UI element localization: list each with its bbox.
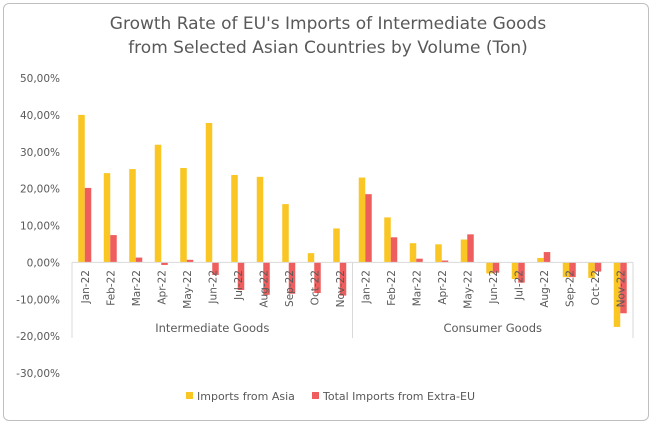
y-tick-label: -10,00% bbox=[16, 294, 60, 306]
x-tick-label: Jan-22 bbox=[360, 270, 372, 304]
bar-extra-eu bbox=[135, 257, 143, 263]
x-tick-label: Feb-22 bbox=[386, 270, 398, 306]
chart-title: Growth Rate of EU's Imports of Intermedi… bbox=[0, 12, 656, 60]
x-tick-label: Apr-22 bbox=[437, 270, 449, 305]
x-tick-label: Oct-22 bbox=[590, 270, 602, 305]
legend-swatch-extra-eu bbox=[312, 392, 319, 399]
x-tick-label: May-22 bbox=[462, 270, 474, 309]
group-label: Intermediate Goods bbox=[155, 321, 269, 335]
x-tick-label: Apr-22 bbox=[156, 270, 168, 305]
bar-asia bbox=[358, 177, 366, 263]
bar-asia bbox=[282, 204, 289, 263]
x-tick-label: Jun-22 bbox=[207, 270, 219, 305]
x-tick-label: Sep-22 bbox=[564, 270, 576, 307]
x-tick-label: Aug-22 bbox=[539, 270, 551, 308]
bar-extra-eu bbox=[594, 262, 602, 272]
bar-extra-eu bbox=[441, 260, 449, 263]
bar-extra-eu bbox=[263, 262, 270, 295]
bar-asia bbox=[613, 262, 621, 327]
x-tick-label: Nov-22 bbox=[615, 270, 627, 307]
x-tick-label: Jul-22 bbox=[513, 270, 525, 301]
x-tick-label: Jul-22 bbox=[233, 270, 245, 301]
chart-frame bbox=[3, 3, 649, 421]
bar-asia bbox=[511, 262, 519, 279]
bar-extra-eu bbox=[390, 237, 398, 263]
bar-asia bbox=[486, 262, 493, 274]
bar-asia bbox=[78, 114, 85, 263]
bar-asia bbox=[205, 122, 213, 263]
bar-extra-eu bbox=[237, 262, 245, 291]
y-tick-label: -20,00% bbox=[16, 331, 60, 343]
bar-asia bbox=[231, 174, 238, 263]
y-tick-label: 20,00% bbox=[20, 184, 60, 196]
x-tick-label: Aug-22 bbox=[258, 270, 270, 308]
bar-asia bbox=[384, 217, 391, 263]
bar-extra-eu bbox=[620, 262, 627, 314]
bar-extra-eu bbox=[467, 234, 474, 263]
bar-asia bbox=[333, 228, 340, 263]
bar-asia bbox=[307, 253, 315, 263]
bar-asia bbox=[154, 144, 162, 263]
y-tick-label: 0,00% bbox=[27, 257, 60, 269]
bar-extra-eu bbox=[365, 194, 372, 263]
bar-extra-eu bbox=[110, 235, 117, 263]
chart-title-line-1: Growth Rate of EU's Imports of Intermedi… bbox=[109, 14, 547, 34]
y-tick-label: 50,00% bbox=[20, 73, 60, 85]
chart-title-line-2: from Selected Asian Countries by Volume … bbox=[128, 38, 528, 58]
bar-asia bbox=[129, 169, 136, 263]
x-tick-label: May-22 bbox=[182, 270, 194, 309]
x-tick-label: Oct-22 bbox=[309, 270, 321, 305]
bar-asia bbox=[180, 167, 187, 263]
bar-extra-eu bbox=[288, 262, 296, 294]
bar-extra-eu bbox=[518, 262, 525, 283]
bar-extra-eu bbox=[339, 262, 347, 296]
legend-label-asia: Imports from Asia bbox=[197, 390, 295, 403]
bar-asia bbox=[588, 262, 595, 278]
bar-asia bbox=[435, 244, 442, 263]
bar-extra-eu bbox=[543, 252, 551, 263]
bar-extra-eu bbox=[492, 262, 500, 273]
bar-extra-eu bbox=[161, 262, 168, 265]
bar-extra-eu bbox=[314, 262, 321, 293]
group-label: Consumer Goods bbox=[443, 321, 542, 335]
x-tick-label: Nov-22 bbox=[335, 270, 347, 307]
bar-extra-eu bbox=[416, 258, 423, 263]
bar-asia bbox=[256, 176, 264, 263]
bar-extra-eu bbox=[84, 187, 92, 263]
x-tick-label: Jun-22 bbox=[488, 270, 500, 305]
bar-extra-eu bbox=[569, 262, 576, 278]
y-tick-label: 30,00% bbox=[20, 147, 60, 159]
x-tick-label: Feb-22 bbox=[105, 270, 117, 306]
x-tick-label: Jan-22 bbox=[80, 270, 92, 304]
legend-label-extra-eu: Total Imports from Extra-EU bbox=[322, 390, 475, 403]
y-tick-label: -30,00% bbox=[16, 368, 60, 380]
bar-extra-eu bbox=[186, 259, 194, 263]
y-tick-label: 40,00% bbox=[20, 110, 60, 122]
bar-asia bbox=[409, 243, 417, 263]
bar-asia bbox=[537, 257, 544, 263]
bar-extra-eu bbox=[212, 262, 219, 275]
bar-asia bbox=[103, 173, 111, 263]
bar-asia bbox=[562, 262, 570, 278]
bar-asia bbox=[460, 239, 468, 263]
x-tick-label: Mar-22 bbox=[131, 270, 143, 306]
x-tick-label: Sep-22 bbox=[284, 270, 296, 307]
y-tick-label: 10,00% bbox=[20, 221, 60, 233]
legend-swatch-asia bbox=[186, 392, 193, 399]
x-tick-label: Mar-22 bbox=[411, 270, 423, 306]
